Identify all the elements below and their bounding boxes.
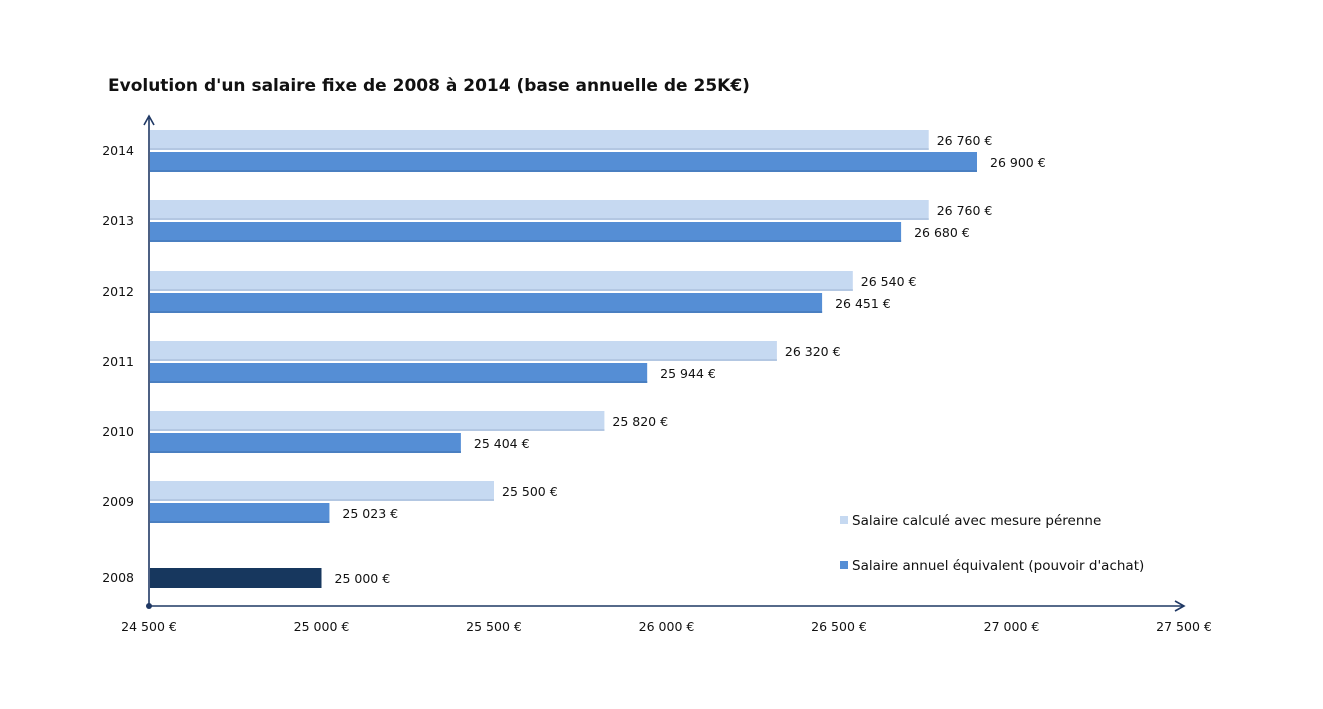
axes: [143, 114, 1186, 612]
bar-dark-2010: [150, 433, 461, 453]
x-tick-label: 27 000 €: [984, 619, 1040, 634]
bar-light-shadow-2009: [150, 499, 494, 501]
category-label-2012: 2012: [102, 284, 134, 299]
bar-light-2013: [150, 200, 929, 220]
bar-dark-shadow-2013: [150, 240, 902, 242]
legend-label-1: Salaire calculé avec mesure pérenne: [852, 513, 1101, 529]
category-label-2013: 2013: [102, 213, 134, 228]
data-label-base-2008: 25 000 €: [335, 571, 391, 586]
bar-dark-2011: [150, 363, 648, 383]
data-label-light-2009: 25 500 €: [502, 484, 558, 499]
x-tick-label: 25 500 €: [466, 619, 522, 634]
x-tick-labels: 24 500 € 25 000 € 25 500 € 26 000 € 26 500 €…: [121, 619, 1212, 634]
category-label-2009: 2009: [102, 494, 134, 509]
category-label-2011: 2011: [102, 354, 134, 369]
bar-light-2014: [150, 130, 929, 150]
category-label-2014: 2014: [102, 143, 134, 158]
bar-dark-2012: [150, 293, 823, 313]
bar-light-shadow-2011: [150, 359, 777, 361]
data-label-dark-2009: 25 023 €: [342, 506, 398, 521]
data-label-light-2013: 26 760 €: [937, 203, 993, 218]
x-tick-label: 24 500 €: [121, 619, 177, 634]
bar-light-2010: [150, 411, 605, 431]
bar-base-2008: [150, 568, 322, 588]
data-label-dark-2010: 25 404 €: [474, 436, 530, 451]
bar-light-2009: [150, 481, 494, 501]
data-label-dark-2011: 25 944 €: [660, 366, 716, 381]
data-label-light-2012: 26 540 €: [861, 274, 917, 289]
bar-dark-2009: [150, 503, 330, 523]
data-label-light-2014: 26 760 €: [937, 133, 993, 148]
bar-dark-2013: [150, 222, 902, 242]
bar-light-2011: [150, 341, 777, 361]
legend-swatch-2: [840, 561, 848, 569]
x-tick-label: 26 500 €: [811, 619, 867, 634]
axis-origin-dot: [146, 603, 152, 609]
bar-dark-shadow-2014: [150, 170, 977, 172]
x-axis-arrow: [1174, 600, 1186, 612]
bar-light-shadow-2013: [150, 218, 929, 220]
bar-dark-2014: [150, 152, 977, 172]
legend: Salaire calculé avec mesure pérenne Salai…: [840, 513, 1144, 574]
bar-light-shadow-2014: [150, 148, 929, 150]
data-label-light-2010: 25 820 €: [612, 414, 668, 429]
bars-group: 26 760 € 26 900 € 26 760 € 26 680 € 26 540 €…: [150, 130, 1046, 588]
bar-light-shadow-2012: [150, 289, 853, 291]
y-axis-arrow: [143, 114, 155, 126]
chart-title: Evolution d'un salaire fixe de 2008 à 20…: [108, 76, 750, 96]
bar-light-2012: [150, 271, 853, 291]
legend-swatch-1: [840, 516, 848, 524]
bar-dark-shadow-2010: [150, 451, 461, 453]
data-label-dark-2012: 26 451 €: [835, 296, 891, 311]
data-label-dark-2014: 26 900 €: [990, 155, 1046, 170]
bar-dark-shadow-2011: [150, 381, 648, 383]
data-label-light-2011: 26 320 €: [785, 344, 841, 359]
bar-dark-shadow-2009: [150, 521, 330, 523]
x-tick-label: 25 000 €: [294, 619, 350, 634]
legend-label-2: Salaire annuel équivalent (pouvoir d'ach…: [852, 558, 1144, 574]
bar-dark-shadow-2012: [150, 311, 823, 313]
x-tick-label: 27 500 €: [1156, 619, 1212, 634]
category-label-2010: 2010: [102, 424, 134, 439]
bar-light-shadow-2010: [150, 429, 605, 431]
category-labels: 2014 2013 2012 2011 2010 2009 2008: [102, 143, 134, 585]
x-tick-label: 26 000 €: [639, 619, 695, 634]
data-label-dark-2013: 26 680 €: [914, 225, 970, 240]
category-label-2008: 2008: [102, 570, 134, 585]
